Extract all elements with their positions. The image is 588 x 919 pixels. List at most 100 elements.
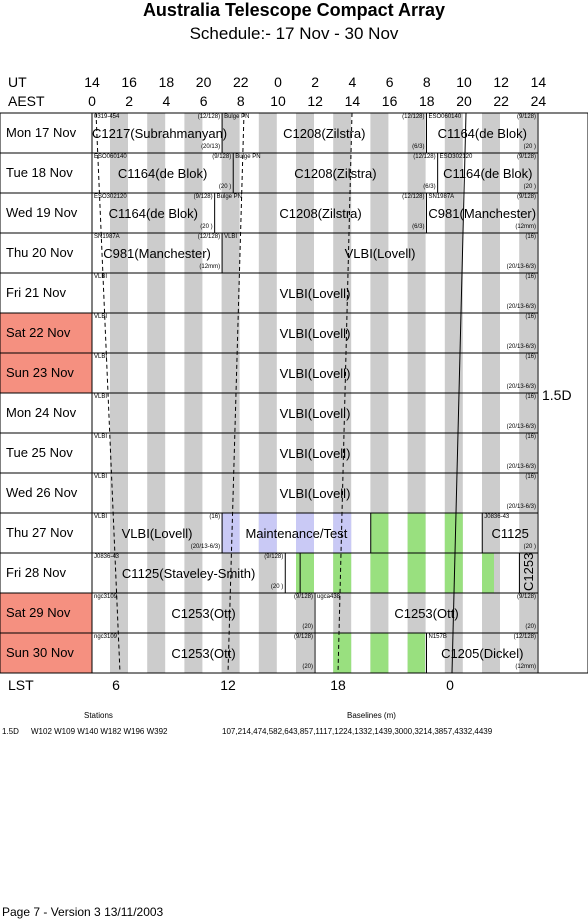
lst-line — [95, 112, 121, 674]
aest-tick: 14 — [344, 93, 361, 109]
block-band: (20/13-6/3) — [506, 384, 536, 390]
block-band: (20 ) — [523, 544, 536, 550]
lst-tick: 0 — [446, 677, 454, 693]
aest-tick: 18 — [419, 93, 435, 109]
block-name: C1164(de Blok) — [443, 166, 533, 181]
block-band: (20) — [302, 624, 313, 630]
block-freq: (16) — [525, 274, 536, 280]
block-source: VLBI — [94, 394, 108, 400]
block-name: VLBI(Lovell) — [279, 286, 351, 301]
ut-tick: 12 — [493, 74, 509, 90]
block-band: (6/3) — [412, 144, 425, 150]
block-source: Bulge PN — [224, 114, 250, 120]
block-name: VLBI(Lovell) — [279, 366, 351, 381]
fill-band — [407, 633, 425, 673]
stations-list: W102 W109 W140 W182 W196 W392 — [31, 727, 168, 736]
lst-label: LST — [8, 677, 34, 693]
block-name: VLBI(Lovell) — [279, 406, 351, 421]
page-subtitle: Schedule:- 17 Nov - 30 Nov — [189, 24, 399, 43]
block-source: 0319-454 — [94, 114, 120, 120]
fill-band — [444, 513, 463, 553]
fill-band — [482, 553, 494, 593]
block-freq: (16) — [525, 394, 536, 400]
block-name: C1208(Zilstra) — [279, 206, 362, 221]
block-source: VLBI — [224, 234, 238, 240]
block-freq: (16) — [525, 474, 536, 480]
weekend-day-cell — [0, 353, 92, 393]
fill-band — [333, 633, 352, 673]
block-name: C1253 — [521, 552, 537, 591]
day-label: Sat 29 Nov — [6, 605, 71, 620]
fill-band — [407, 553, 426, 593]
block-source: ESO060140 — [428, 114, 462, 120]
block-source: ESO302120 — [94, 194, 127, 200]
fill-band — [370, 513, 389, 553]
block-band: (20/13-6/3) — [506, 464, 536, 470]
block-source: N157B — [428, 634, 447, 640]
block-source: J0836-43 — [484, 514, 510, 520]
block-name: VLBI(Lovell) — [279, 446, 351, 461]
config-label: 1.5D — [542, 387, 572, 403]
ut-tick: 2 — [311, 74, 320, 90]
fill-band — [370, 633, 389, 673]
block-freq: (9/128) — [516, 594, 536, 600]
day-label: Sun 23 Nov — [6, 365, 74, 380]
lst-line — [227, 112, 245, 674]
ut-tick: 16 — [121, 74, 137, 90]
day-label: Wed 26 Nov — [6, 485, 78, 500]
ut-tick: 10 — [456, 74, 472, 90]
lst-tick: 18 — [330, 677, 346, 693]
block-source: Bulge PN — [235, 154, 261, 160]
block-freq: (9/128) — [516, 114, 536, 120]
day-label: Mon 24 Nov — [6, 405, 77, 420]
block-freq: (12/128) — [197, 114, 221, 120]
block-name: C1253(Ott) — [394, 606, 459, 621]
ut-tick: 22 — [233, 74, 249, 90]
block-source: ESO302120 — [439, 154, 473, 160]
block-freq: (16) — [525, 434, 536, 440]
block-source: SN1987A — [94, 234, 120, 240]
ut-tick: 14 — [84, 74, 100, 90]
day-label: Sun 30 Nov — [6, 645, 74, 660]
block-band: (20 ) — [523, 184, 536, 190]
block-name: VLBI(Lovell) — [279, 486, 351, 501]
ut-tick: 6 — [385, 74, 394, 90]
block-name: C1253(Ott) — [171, 646, 236, 661]
block-band: (20) — [302, 664, 313, 670]
day-label: Tue 18 Nov — [6, 165, 73, 180]
day-label: Tue 25 Nov — [6, 445, 73, 460]
fill-band — [221, 513, 240, 553]
block-freq: (9/128) — [212, 154, 232, 160]
weekend-day-cell — [0, 633, 92, 673]
block-name: C981(Manchester) — [428, 206, 537, 221]
weekend-day-cell — [0, 593, 92, 633]
block-band: (6/3) — [423, 184, 436, 190]
ut-tick: 20 — [195, 74, 212, 90]
block-name: C1208(Zilstra) — [294, 166, 377, 181]
block-band: (20/13-6/3) — [506, 344, 536, 350]
block-freq: (9/128) — [516, 154, 536, 160]
aest-tick: 24 — [530, 93, 547, 109]
block-freq: (12/128) — [413, 154, 436, 160]
block-name: C1164(de Blok) — [437, 126, 527, 141]
day-label: Thu 27 Nov — [6, 525, 74, 540]
aest-tick: 10 — [270, 93, 286, 109]
block-band: (12mm) — [515, 664, 536, 670]
block-band: (20/13) — [201, 144, 221, 150]
block-source: VLBI — [94, 354, 108, 360]
fill-band — [333, 513, 352, 553]
block-source: VLBI — [94, 474, 108, 480]
block-freq: (16) — [525, 234, 536, 240]
stations-label: Stations — [84, 711, 113, 720]
block-source: ugca438 — [317, 594, 341, 600]
lst-line — [451, 112, 467, 674]
fill-band — [296, 553, 314, 593]
block-freq: (12/128) — [402, 194, 425, 200]
block-source: VLBI — [94, 514, 108, 520]
block-freq: (9/128) — [293, 594, 313, 600]
baselines-label: Baselines (m) — [347, 711, 396, 720]
baselines-list: 107,214,474,582,643,857,1117,1224,1332,1… — [222, 727, 493, 736]
aest-tick: 2 — [125, 93, 134, 109]
aest-tick: 6 — [199, 93, 208, 109]
